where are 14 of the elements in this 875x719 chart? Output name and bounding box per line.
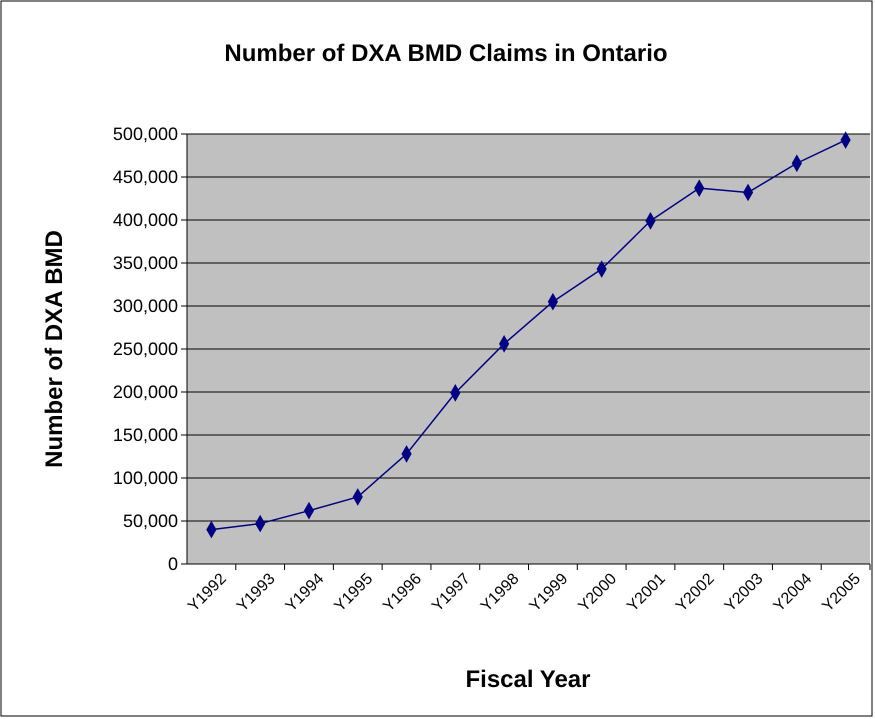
y-tick-label: 350,000 xyxy=(112,252,178,273)
y-tick-label: 50,000 xyxy=(122,510,178,531)
y-tick-label: 400,000 xyxy=(112,210,178,230)
chart-title: Number of DXA BMD Claims in Ontario xyxy=(224,40,668,67)
x-axis-title: Fiscal Year xyxy=(466,666,590,693)
y-tick-label: 250,000 xyxy=(112,338,178,359)
y-tick-label: 300,000 xyxy=(112,296,178,316)
y-axis-title: Number of DXA BMD xyxy=(41,230,68,468)
y-tick-label: 200,000 xyxy=(112,382,178,402)
y-tick-label: 150,000 xyxy=(112,424,178,445)
y-tick-label: 450,000 xyxy=(112,166,178,187)
y-tick-label: 100,000 xyxy=(112,468,178,488)
y-tick-label: 0 xyxy=(168,554,178,574)
y-tick-label: 500,000 xyxy=(112,124,178,144)
